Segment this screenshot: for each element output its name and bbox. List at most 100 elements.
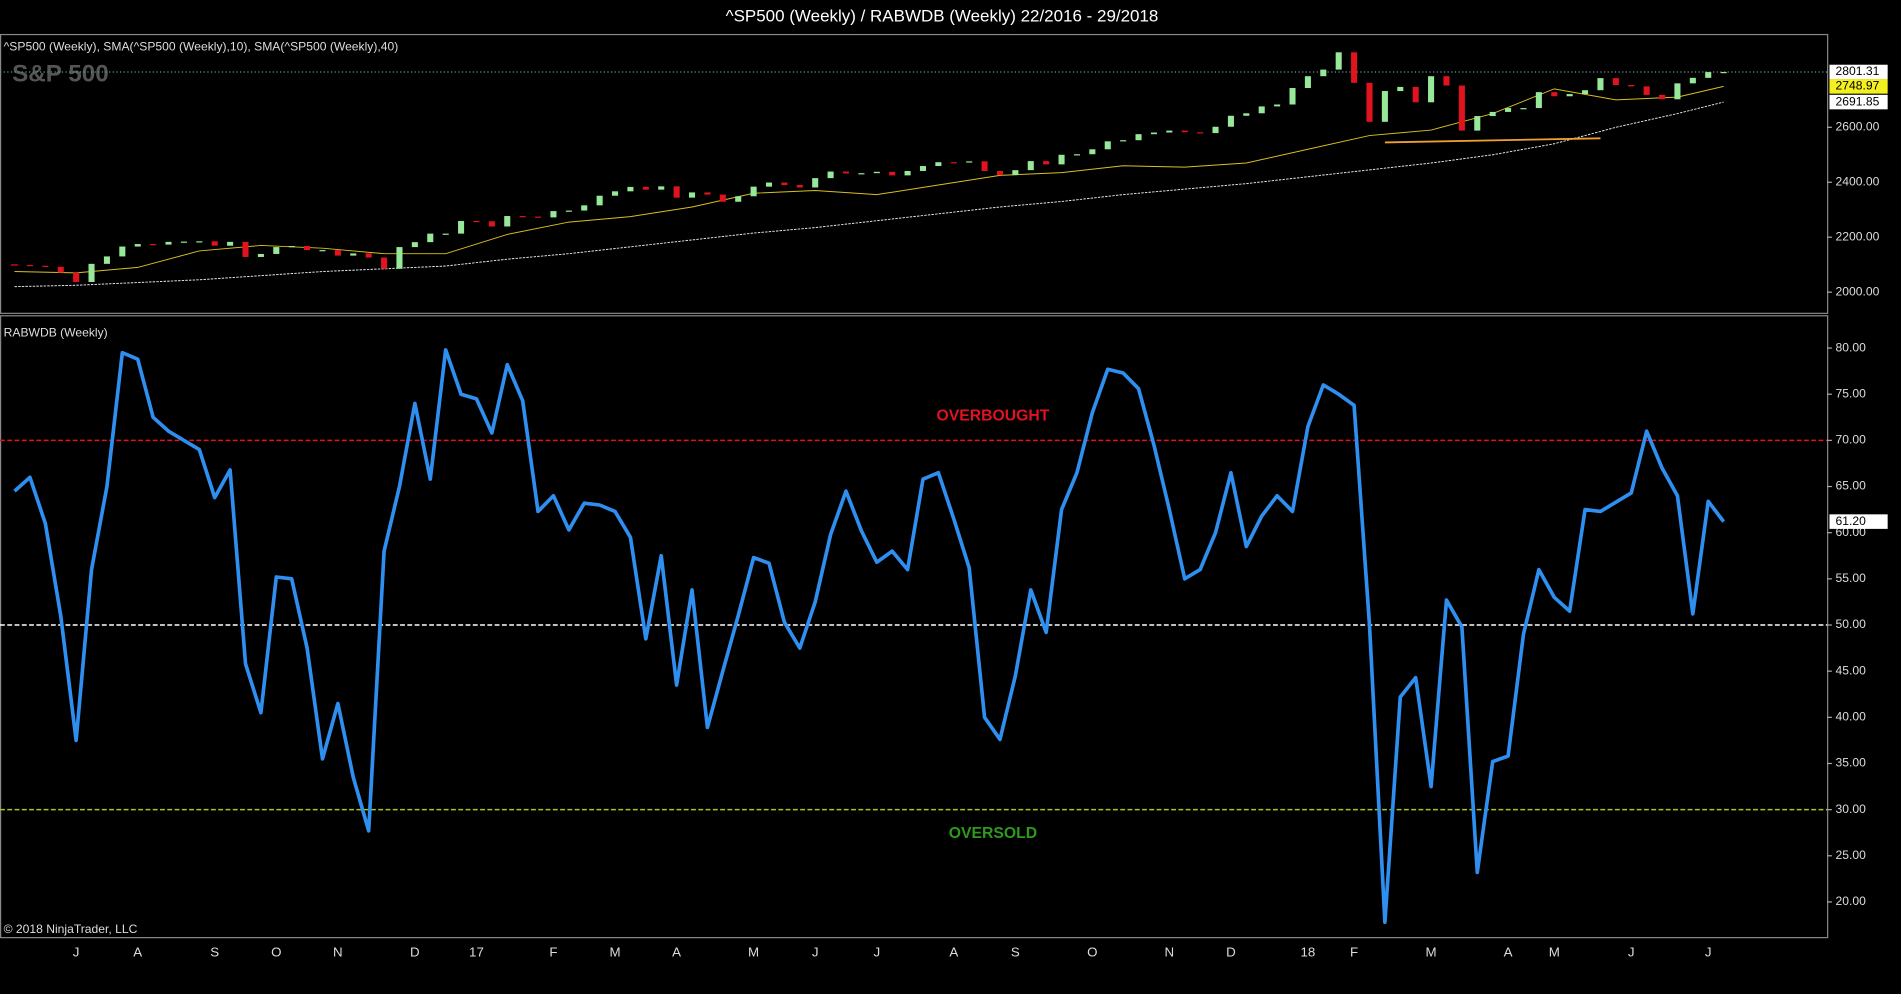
copyright: © 2018 NinjaTrader, LLC	[4, 922, 138, 936]
candle	[1289, 88, 1296, 105]
candle	[812, 178, 819, 188]
candle	[1166, 130, 1173, 133]
value-box-label: 2748.97	[1836, 79, 1880, 93]
x-tick-label: S	[210, 944, 219, 959]
candle	[1366, 82, 1373, 122]
candle	[1381, 91, 1388, 122]
candle	[765, 182, 773, 187]
candle	[1612, 78, 1619, 85]
x-tick-label: J	[812, 944, 819, 959]
x-tick-label: J	[1628, 944, 1635, 959]
x-tick-label: 17	[469, 944, 484, 959]
candle	[180, 241, 187, 243]
candle	[704, 192, 711, 195]
candle	[119, 246, 126, 257]
level-label: OVERBOUGHT	[936, 407, 1049, 424]
candle	[1012, 170, 1019, 176]
value-box-label: 61.20	[1836, 514, 1867, 528]
watermark: S&P 500	[12, 61, 109, 88]
y-tick-label: 2200.00	[1836, 229, 1880, 243]
value-box-label: 2801.31	[1836, 64, 1880, 78]
y-tick-label: 25.00	[1836, 848, 1867, 862]
candle	[1089, 149, 1096, 155]
candle	[26, 264, 33, 267]
candle	[1474, 116, 1481, 131]
candle	[1582, 90, 1589, 95]
candle	[1489, 111, 1496, 117]
candle	[165, 241, 172, 245]
candle	[411, 242, 418, 248]
candle	[1535, 92, 1542, 109]
x-tick-label: 18	[1300, 944, 1315, 959]
chart-title: ^SP500 (Weekly) / RABWDB (Weekly) 22/201…	[726, 6, 1159, 25]
candle	[350, 253, 357, 256]
value-box	[1829, 64, 1888, 80]
candle	[642, 186, 649, 190]
y-tick-label: 2400.00	[1836, 174, 1880, 188]
value-box	[1829, 79, 1888, 94]
candle	[1135, 134, 1142, 141]
x-tick-label: N	[333, 944, 343, 959]
candle	[1150, 132, 1157, 135]
candle	[242, 241, 249, 257]
candle	[1058, 154, 1065, 165]
candle	[1027, 161, 1034, 171]
panel-label: ^SP500 (Weekly), SMA(^SP500 (Weekly),10)…	[4, 39, 399, 53]
sma-line	[14, 85, 1724, 274]
candle	[1304, 76, 1311, 89]
candle	[150, 244, 157, 246]
x-tick-label: A	[672, 944, 681, 959]
candle	[612, 191, 619, 196]
candle	[1227, 115, 1234, 127]
x-tick-label: F	[1350, 944, 1358, 959]
candle	[950, 162, 957, 164]
candle	[996, 170, 1003, 176]
candle	[981, 161, 988, 171]
y-tick-label: 35.00	[1836, 756, 1867, 770]
candle	[473, 220, 480, 223]
candle	[1104, 141, 1111, 150]
candle	[288, 245, 295, 248]
candle	[1351, 52, 1358, 83]
x-tick-label: A	[949, 944, 958, 959]
candle	[935, 162, 942, 167]
candle	[1505, 108, 1512, 112]
candle	[581, 205, 588, 211]
candle	[1335, 52, 1342, 70]
candle	[42, 265, 49, 267]
candle	[488, 221, 495, 227]
candle	[273, 247, 280, 254]
candle	[304, 245, 311, 251]
y-tick-label: 2600.00	[1836, 120, 1880, 134]
candle	[1705, 72, 1712, 78]
candle	[1643, 86, 1650, 95]
y-tick-label: 40.00	[1836, 710, 1867, 724]
candle	[719, 194, 726, 202]
y-tick-label: 45.00	[1836, 663, 1867, 677]
candle	[1181, 130, 1188, 133]
candle	[858, 173, 865, 175]
candle	[627, 186, 634, 192]
x-tick-label: M	[1549, 944, 1560, 959]
candle	[827, 171, 834, 179]
x-tick-label: S	[1011, 944, 1020, 959]
y-tick-label: 2000.00	[1836, 284, 1880, 298]
x-tick-label: F	[549, 944, 557, 959]
candle	[889, 171, 896, 176]
x-tick-label: J	[1705, 944, 1712, 959]
x-tick-label: A	[1504, 944, 1513, 959]
x-tick-label: O	[271, 944, 281, 959]
candle	[1659, 94, 1666, 100]
candle	[227, 241, 234, 246]
candle	[1197, 132, 1204, 134]
candle	[504, 216, 511, 227]
candle	[1597, 78, 1604, 91]
panel-border	[0, 315, 1829, 939]
candle	[1674, 83, 1681, 100]
candle	[211, 241, 218, 246]
candle	[396, 247, 403, 269]
x-tick-label: N	[1165, 944, 1175, 959]
x-tick-label: J	[73, 944, 80, 959]
x-tick-label: M	[748, 944, 759, 959]
